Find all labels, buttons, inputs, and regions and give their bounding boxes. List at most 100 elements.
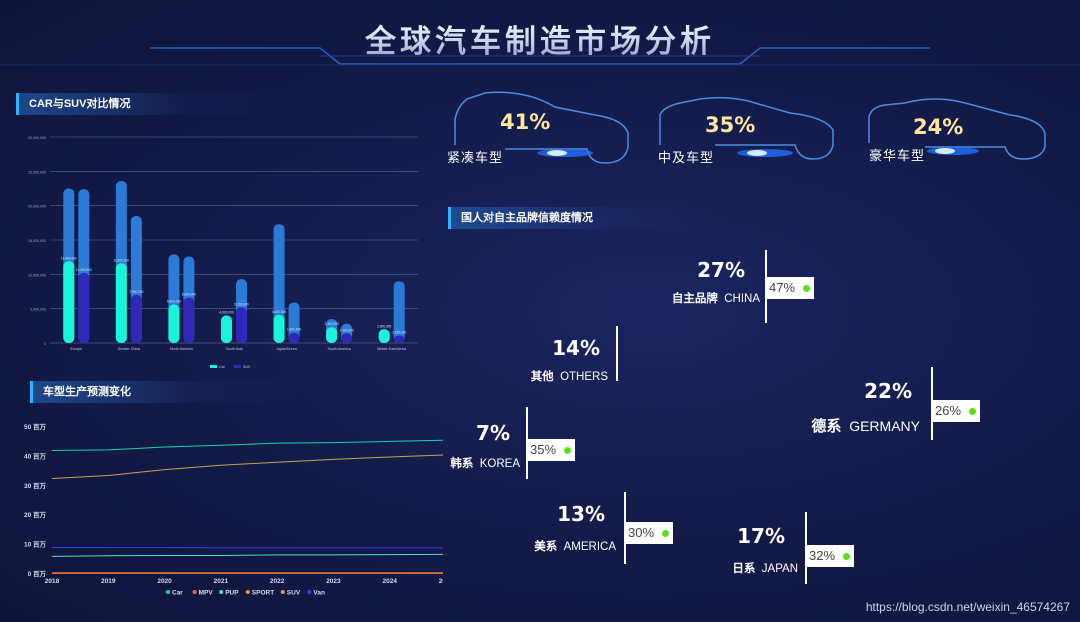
- kpi-card-midsize: 35% 中及车型: [655, 85, 845, 165]
- panel-title-trust: 国人对自主品牌信赖度情况: [448, 207, 718, 229]
- bar-car: [378, 329, 390, 343]
- x-tick-label: 2018: [45, 578, 60, 585]
- title-frame: [0, 47, 1080, 66]
- trust-label-en: OTHERS: [560, 371, 608, 383]
- car-outline-icon: [659, 96, 834, 160]
- x-tick-label: South Asia: [225, 347, 242, 351]
- trust-percent: 7%: [476, 421, 510, 445]
- trust-item-japan: 17% 日系 JAPAN 32%: [700, 512, 860, 592]
- x-tick-label: 2022: [270, 578, 285, 585]
- trust-label-en: GERMANY: [849, 418, 920, 434]
- status-dot: [969, 408, 976, 415]
- status-dot: [843, 553, 850, 560]
- car-outline-icon: [868, 98, 1046, 160]
- y-tick-label: 30,000,000: [28, 136, 46, 140]
- legend-label: SUV: [287, 590, 301, 597]
- legend-dot: [166, 590, 170, 594]
- watermark: https://blog.csdn.net/weixin_46574267: [865, 600, 1070, 614]
- x-tick-label: North America: [170, 347, 193, 351]
- bar-suv: [341, 333, 353, 343]
- legend-label: MPV: [199, 590, 214, 597]
- trust-box-value: 32%: [809, 548, 836, 563]
- trust-label: 德系 GERMANY: [811, 415, 920, 436]
- trust-label: 韩系 KOREA: [450, 455, 520, 471]
- bar-suv: [130, 294, 142, 343]
- kpi-label: 中及车型: [658, 150, 715, 165]
- y-tick-label: 25,000,000: [28, 170, 46, 174]
- x-tick-label: 2019: [101, 578, 116, 585]
- trust-percent: 13%: [557, 502, 605, 526]
- y-tick-label: 20,000,000: [28, 205, 46, 209]
- kpi-label: 豪华车型: [869, 148, 926, 163]
- trust-box-value: 47%: [769, 280, 796, 295]
- trust-percent: 14%: [552, 336, 600, 360]
- trust-divider: [616, 326, 618, 381]
- x-tick-label: 2023: [326, 578, 341, 585]
- trust-label-en: JAPAN: [761, 563, 798, 575]
- kpi-card-compact: 41% 紧凑车型: [445, 85, 635, 165]
- legend-swatch: [234, 365, 241, 368]
- trust-label-en: AMERICA: [563, 541, 616, 553]
- bar-suv: [393, 335, 405, 343]
- trust-percent: 22%: [864, 379, 912, 403]
- x-tick-label: 2021: [214, 578, 229, 585]
- series-line-car: [51, 439, 443, 452]
- trust-label: 其他 OTHERS: [531, 368, 608, 384]
- trust-box: 32%: [806, 545, 854, 567]
- trust-box-value: 35%: [530, 442, 557, 457]
- bar-car: [326, 327, 338, 343]
- bar-car: [168, 304, 180, 343]
- trust-box-value: 26%: [935, 403, 962, 418]
- bar-value-label: 4,000,000: [219, 311, 233, 315]
- kpi-percent: 35%: [705, 113, 756, 137]
- status-dot: [564, 447, 571, 454]
- legend-dot: [245, 590, 250, 594]
- series-line-suv: [51, 454, 443, 479]
- x-tick-label: Middle East/Africa: [377, 347, 406, 351]
- bar-car: [63, 261, 75, 343]
- page-title: 全球汽车制造市场分析: [0, 16, 1080, 61]
- trust-item-america: 13% 美系 AMERICA 30%: [520, 492, 680, 572]
- trust-box: 35%: [527, 439, 575, 461]
- y-tick-label: 0: [44, 342, 46, 346]
- x-tick-label: South America: [327, 347, 350, 351]
- bar-value-label: 11,600,000: [113, 258, 129, 262]
- y-tick-label: 20 百万: [24, 511, 47, 519]
- trust-label-cn: 自主品牌: [671, 293, 718, 305]
- bar-value-label: 1,400,000: [340, 328, 354, 332]
- trust-label-cn: 德系: [811, 418, 842, 435]
- x-tick-label: 2020: [157, 578, 172, 585]
- legend-label: Car: [219, 365, 226, 369]
- y-tick-label: 15,000,000: [28, 239, 46, 243]
- title-bar: 全球汽车制造市场分析: [0, 0, 1080, 70]
- series-line-pup: [51, 553, 443, 557]
- kpi-percent: 41%: [500, 110, 551, 134]
- legend-label: Car: [172, 590, 183, 597]
- bar-value-label: 4,100,000: [272, 310, 286, 314]
- trust-label-cn: 韩系: [450, 458, 474, 470]
- legend-label: SPORT: [252, 590, 274, 597]
- legend-label: SUV: [243, 365, 251, 369]
- x-tick-label: 2024: [382, 578, 397, 585]
- forecast-line-chart: 0 百万 10 百万 20 百万 30 百万 40 百万 50 百万 2018 2019 202…: [24, 423, 443, 597]
- bar-total-car: [273, 224, 285, 343]
- trust-box: 47%: [766, 277, 814, 299]
- legend-label: PUP: [225, 590, 239, 597]
- bar-suv: [236, 307, 247, 343]
- bar-value-label: 1,500,000: [287, 328, 301, 332]
- bar-value-label: 6,600,000: [182, 293, 196, 297]
- bar-value-label: 2,300,000: [325, 322, 339, 326]
- panel-title-forecast: 车型生产预测变化: [30, 381, 300, 403]
- bar-suv: [288, 332, 300, 343]
- trust-box-value: 30%: [628, 525, 655, 540]
- bar-car: [221, 315, 232, 343]
- trust-item-china: 27% 自主品牌 CHINA 47%: [660, 250, 830, 330]
- y-tick-label: 40 百万: [24, 452, 47, 460]
- bar-value-label: 7,000,000: [129, 290, 143, 294]
- bar-total-suv: [288, 302, 300, 343]
- trust-percent: 27%: [697, 258, 745, 282]
- trust-label-en: KOREA: [479, 458, 520, 470]
- trust-label-cn: 日系: [732, 563, 756, 575]
- bar-value-label: 10,200,000: [76, 268, 92, 272]
- y-tick-label: 50 百万: [24, 423, 47, 431]
